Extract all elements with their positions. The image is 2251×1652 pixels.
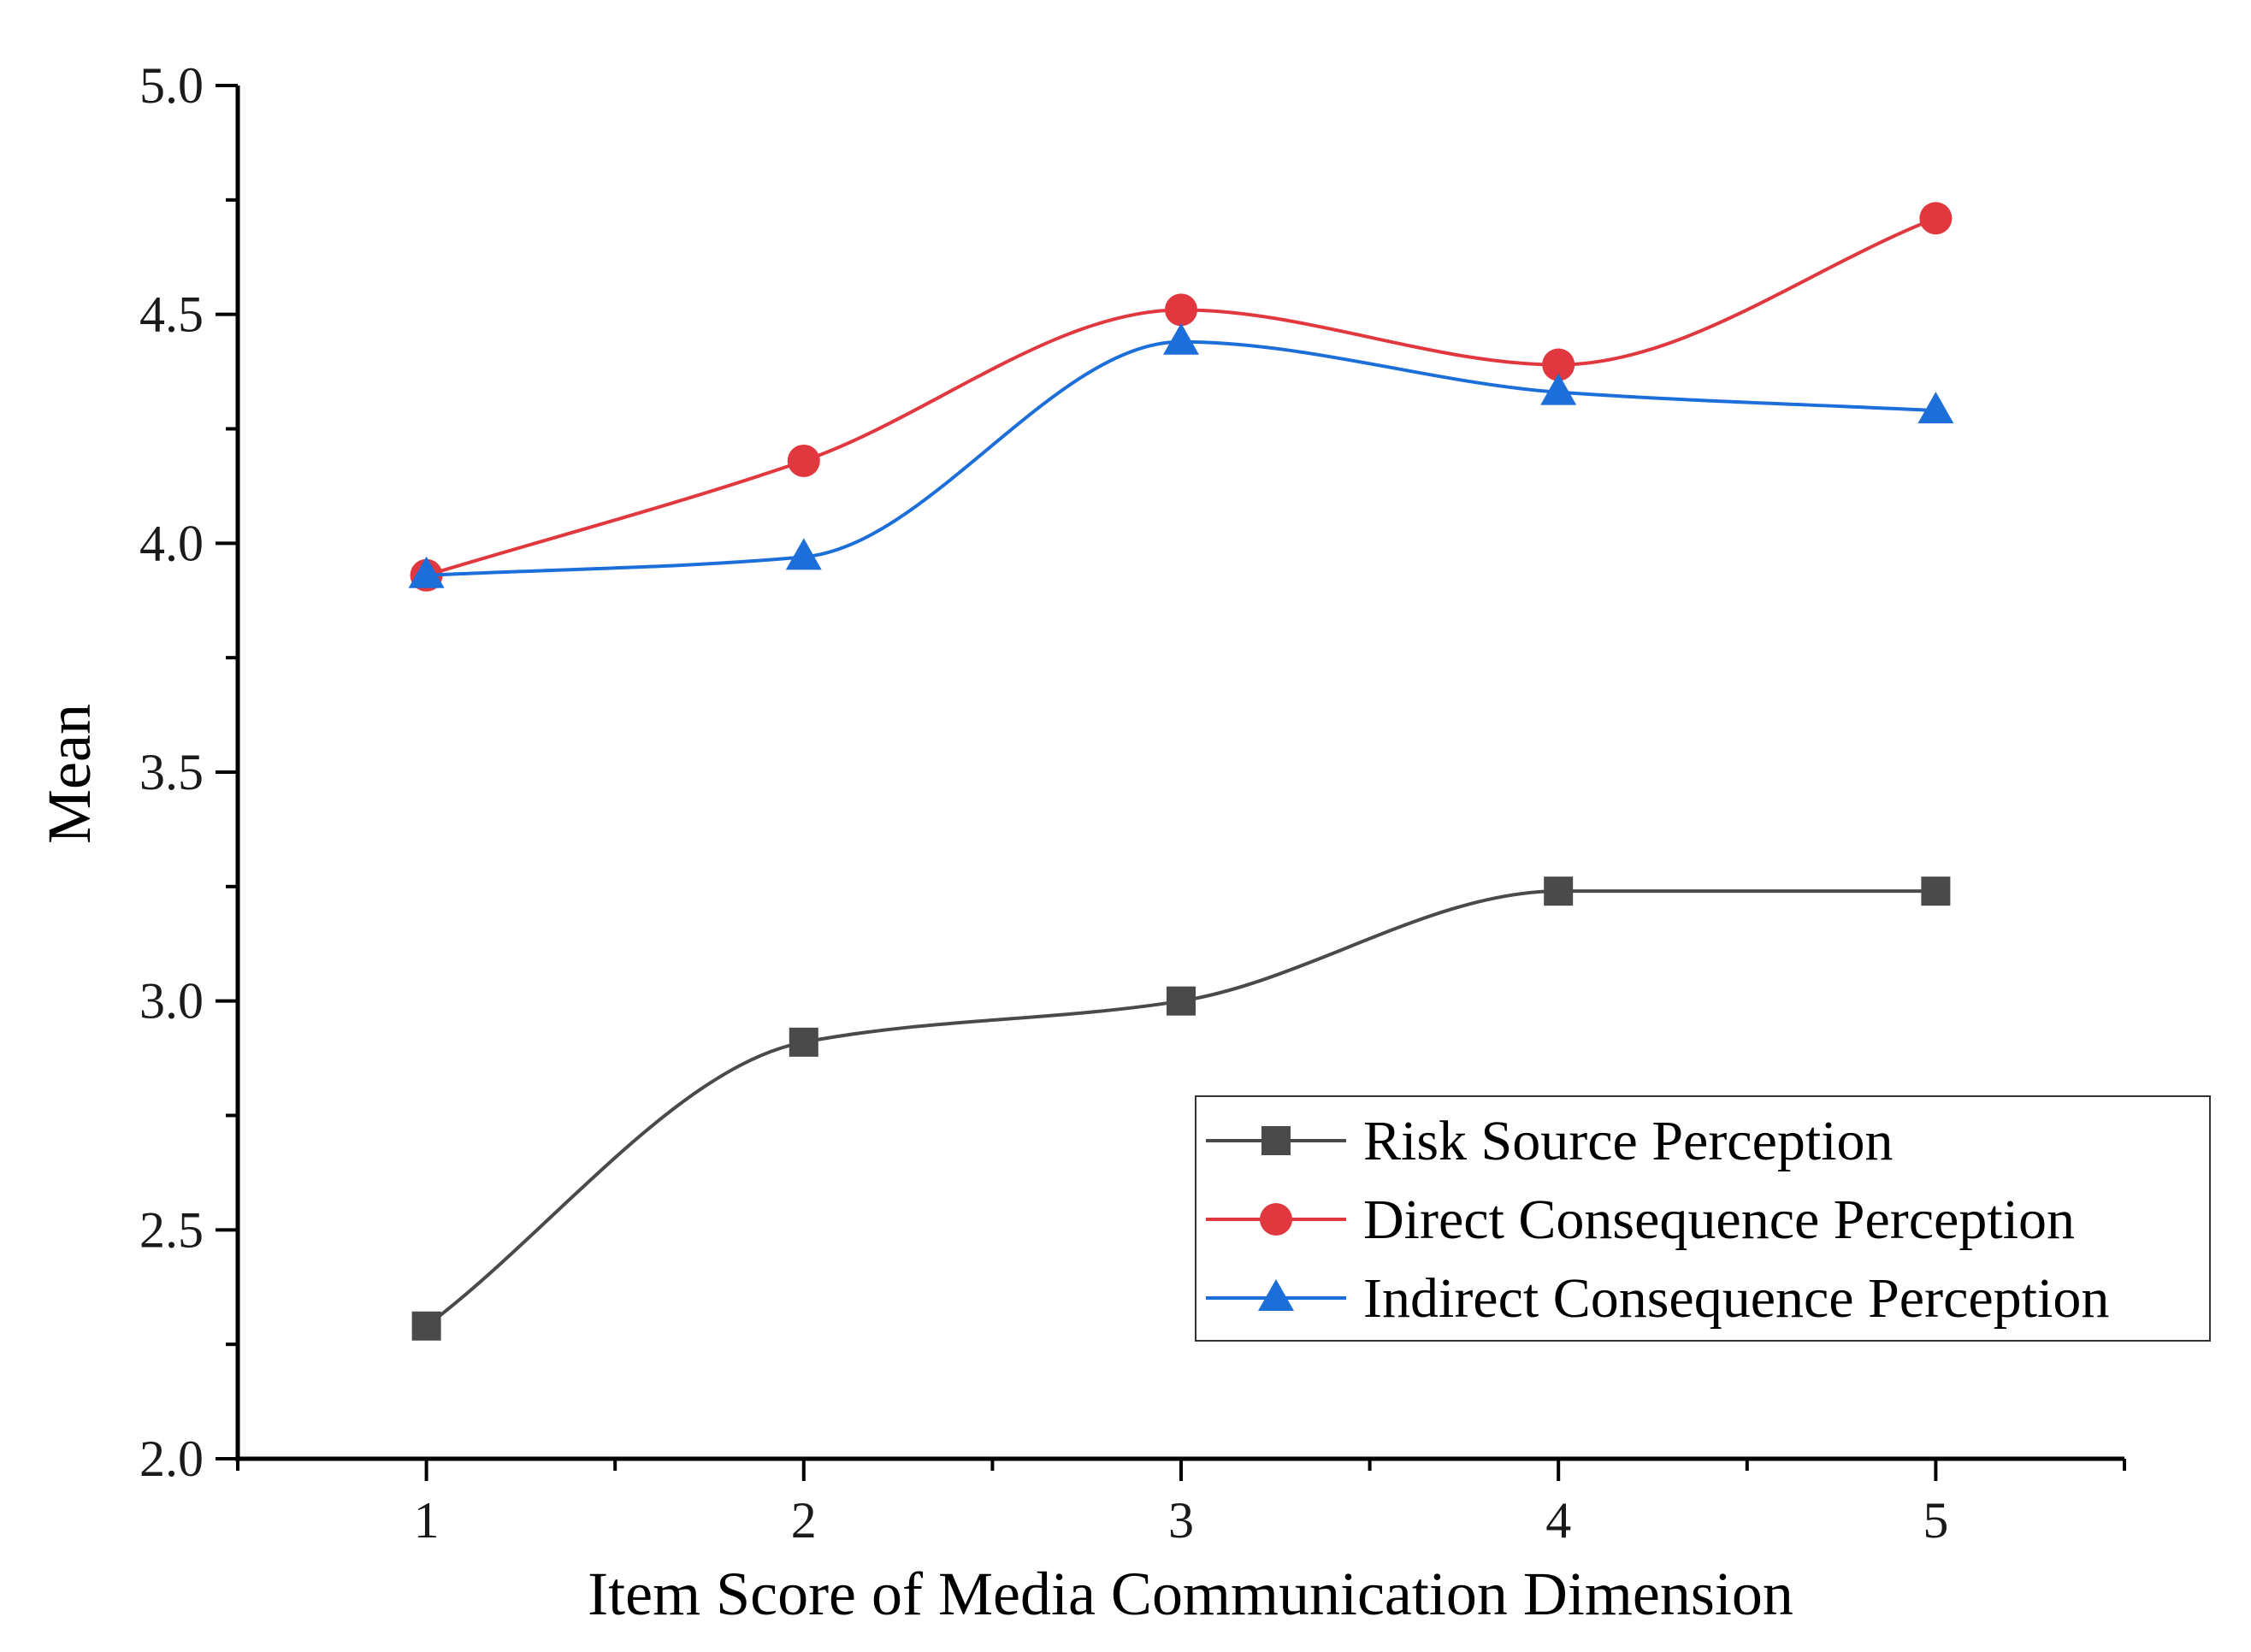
legend-label-1: Direct Consequence Perception — [1363, 1189, 2075, 1251]
legend: Risk Source Perception Direct Consequence… — [1195, 1095, 2211, 1342]
series-line-2 — [426, 339, 1936, 577]
data-point-2-4 — [1540, 373, 1577, 405]
data-point-0-2 — [789, 1027, 818, 1057]
data-point-1-4 — [1542, 348, 1575, 381]
legend-marker-1 — [1260, 1203, 1292, 1236]
data-point-0-4 — [1544, 876, 1574, 906]
x-tick-label: 5 — [1923, 1492, 1948, 1549]
series-0 — [411, 876, 1951, 1341]
y-tick-label: 4.5 — [139, 286, 204, 343]
data-point-2-1 — [408, 556, 445, 588]
x-tick-label: 3 — [1168, 1492, 1194, 1549]
data-point-1-5 — [1919, 202, 1953, 235]
legend-marker-0 — [1261, 1126, 1291, 1155]
data-point-2-3 — [1163, 322, 1199, 355]
y-tick-label: 3.0 — [139, 973, 204, 1030]
series-layer — [408, 202, 1954, 1341]
y-tick-label: 2.0 — [139, 1431, 204, 1487]
legend-entry-2: Indirect Consequence Perception — [1206, 1267, 2109, 1330]
legend-label-0: Risk Source Perception — [1363, 1110, 1894, 1172]
axes-layer: 2.0 2.5 3.0 3.5 4.0 4.5 5.0 1 2 3 4 5 — [139, 57, 2126, 1549]
legend-entry-1: Direct Consequence Perception — [1206, 1189, 2075, 1251]
y-tick-label: 5.0 — [139, 57, 204, 114]
y-tick-label: 2.5 — [139, 1201, 204, 1258]
data-point-0-5 — [1921, 876, 1951, 906]
legend-marker-2 — [1258, 1279, 1294, 1311]
y-axis-title: Mean — [35, 704, 103, 844]
legend-box — [1195, 1095, 2211, 1342]
legend-label-2: Indirect Consequence Perception — [1363, 1267, 2109, 1330]
data-point-2-2 — [785, 538, 822, 570]
x-axis-title: Item Score of Media Communication Dimens… — [588, 1560, 1793, 1628]
x-tick-label: 4 — [1545, 1492, 1571, 1549]
data-point-2-5 — [1917, 392, 1954, 424]
y-tick-label: 3.5 — [139, 744, 204, 800]
y-tick-label: 4.0 — [139, 515, 204, 571]
x-tick-label: 2 — [791, 1492, 817, 1549]
data-point-1-2 — [787, 444, 820, 477]
data-point-0-3 — [1167, 986, 1196, 1016]
x-tick-label: 1 — [414, 1492, 440, 1549]
data-point-0-1 — [411, 1311, 441, 1341]
data-point-1-3 — [1165, 293, 1197, 327]
legend-entry-0: Risk Source Perception — [1206, 1110, 1894, 1172]
series-line-1 — [426, 216, 1937, 577]
series-1 — [410, 202, 1953, 592]
series-2 — [408, 322, 1954, 588]
